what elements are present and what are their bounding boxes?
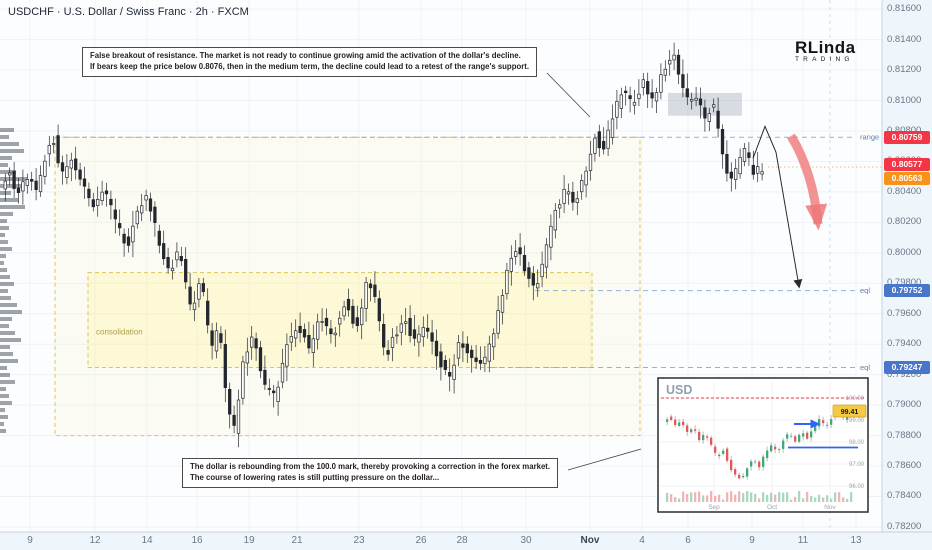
inset-title: USD	[666, 383, 692, 397]
bottom-annotation-line1: The dollar is rebounding from the 100.0 …	[190, 462, 551, 471]
svg-text:Sep: Sep	[708, 504, 720, 511]
logo-subtitle: TRADING	[795, 56, 854, 63]
inset-price-label: 99.41	[841, 409, 859, 416]
bear-arrow[interactable]	[787, 133, 828, 231]
svg-text:98.00: 98.00	[849, 440, 865, 446]
bottom-annotation-line2: The course of lowering rates is still pu…	[190, 472, 440, 482]
svg-text:100.00: 100.00	[846, 396, 865, 402]
symbol-title[interactable]: USDCHF · U.S. Dollar / Swiss Franc · 2h …	[8, 6, 249, 18]
bottom-annotation[interactable]: The dollar is rebounding from the 100.0 …	[182, 458, 559, 488]
svg-text:99.00: 99.00	[849, 418, 865, 424]
svg-text:Nov: Nov	[824, 504, 836, 511]
level-label-range[interactable]: range	[860, 133, 879, 142]
top-annotation-line1: False breakout of resistance. The market…	[90, 51, 521, 60]
svg-text:97.00: 97.00	[849, 462, 865, 468]
projection-path[interactable]	[752, 125, 803, 289]
top-annotation[interactable]: False breakout of resistance. The market…	[82, 47, 538, 77]
top-annotation-line2: If bears keep the price below 0.8076, th…	[90, 61, 530, 71]
rlinda-logo: RLinda TRADING	[795, 38, 856, 63]
svg-text:96.00: 96.00	[849, 484, 865, 490]
consolidation-label: consolidation	[96, 328, 143, 337]
usd-inset-chart[interactable]	[657, 377, 869, 513]
svg-text:Oct: Oct	[767, 504, 777, 511]
logo-name: RLinda	[795, 38, 856, 57]
level-label-eql[interactable]: eql	[860, 286, 870, 295]
level-label-eql[interactable]: eql	[860, 363, 870, 372]
